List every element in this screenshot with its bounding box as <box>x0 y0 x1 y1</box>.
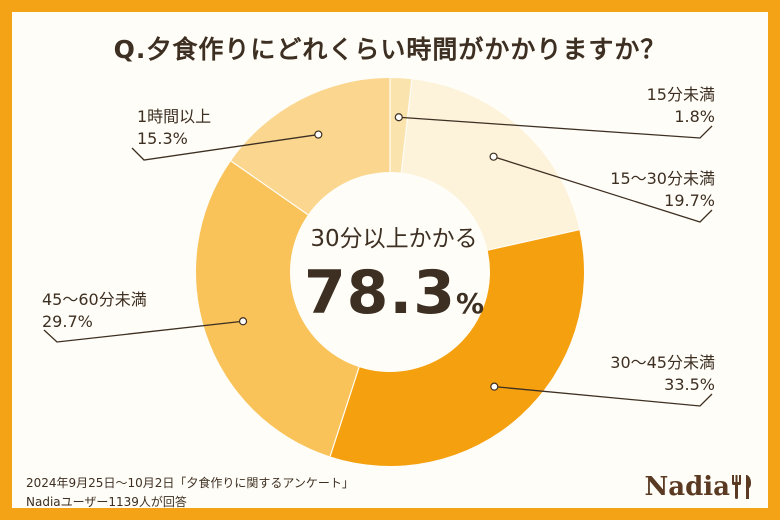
leader-line <box>398 116 713 139</box>
survey-period: 2024年9月25日〜10月2日「夕食作りに関するアンケート」 <box>26 476 354 490</box>
survey-respondents: Nadiaユーザー1139人が回答 <box>26 495 187 508</box>
fork-knife-icon <box>732 475 752 499</box>
category-label: 15〜30分未満 <box>610 169 715 188</box>
donut-chart <box>43 78 713 466</box>
label-over-1h: 1時間以上 15.3% <box>137 106 211 150</box>
label-under-15: 15分未満 1.8% <box>647 84 715 128</box>
slice-over-1h <box>230 78 390 215</box>
leader-line <box>493 156 713 223</box>
label-15-30: 15〜30分未満 19.7% <box>610 168 715 212</box>
center-unit: % <box>455 287 485 320</box>
label-30-45: 30〜45分未満 33.5% <box>610 352 715 396</box>
category-label: 45〜60分未満 <box>42 290 147 309</box>
slice-separator <box>487 229 580 251</box>
slice-under-15 <box>390 78 412 173</box>
survey-note: 2024年9月25日〜10月2日「夕食作りに関するアンケート」 Nadiaユーザ… <box>26 474 354 508</box>
survey-card: Q.夕食作りにどれくらい時間がかかりますか？ 15分未満 1.8% 15〜30分… <box>12 12 768 508</box>
leader-dot <box>490 382 499 391</box>
category-label: 15分未満 <box>646 85 715 104</box>
leader-line <box>131 133 319 161</box>
center-value: 78.3% <box>278 258 510 328</box>
value-label: 33.5% <box>664 375 715 394</box>
slice-separator <box>329 366 360 457</box>
leader-dot <box>394 113 403 122</box>
value-label: 15.3% <box>137 129 188 148</box>
leader-dot <box>489 152 498 161</box>
value-label: 19.7% <box>664 191 715 210</box>
nadia-logo: Nadia <box>644 472 756 502</box>
slice-30-45 <box>330 229 585 466</box>
value-label: 1.8% <box>674 107 715 126</box>
leader-dot <box>238 317 248 326</box>
leader-line <box>43 320 244 343</box>
center-caption: 30分以上かかる <box>310 226 478 252</box>
slice-45-60 <box>196 160 360 457</box>
leader-line <box>494 385 713 407</box>
label-45-60: 45〜60分未満 29.7% <box>42 289 147 333</box>
slice-separator <box>400 79 413 173</box>
category-label: 30〜45分未満 <box>610 353 715 372</box>
slice-separator <box>230 160 309 216</box>
value-label: 29.7% <box>42 312 93 331</box>
chart-title: Q.夕食作りにどれくらい時間がかかりますか？ <box>113 35 667 64</box>
leader-dot <box>314 130 323 139</box>
center-number: 78.3 <box>303 258 456 328</box>
slice-15-30 <box>401 79 580 251</box>
logo-text: Nadia <box>644 472 730 502</box>
category-label: 1時間以上 <box>137 107 212 126</box>
